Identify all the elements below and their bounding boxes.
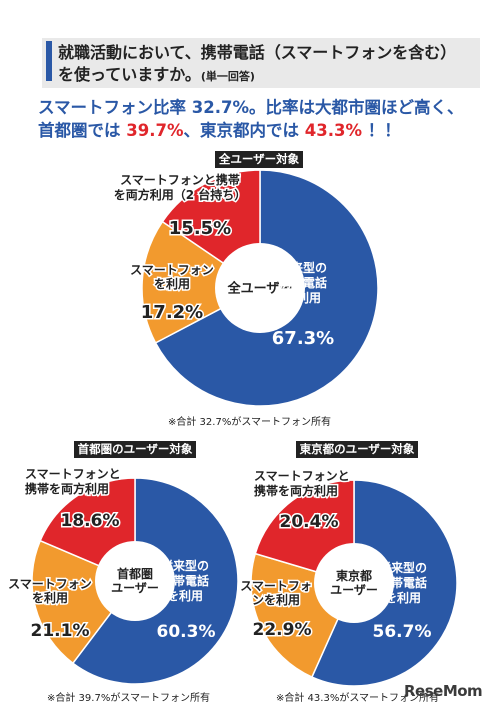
headline-line1: スマートフォン比率 32.7%。比率は大都市圏ほど高く、 xyxy=(38,98,464,117)
slice-value: 67.3% xyxy=(272,328,334,349)
chart1-note: ※合計 32.7%がスマートフォン所有 xyxy=(168,417,332,428)
slice-value: 20.4% xyxy=(280,512,339,532)
slice-label: スマートフォンと携帯 xyxy=(120,172,240,187)
slice-label: 携帯を両方利用 xyxy=(254,483,338,498)
slice-label: スマートフォンと xyxy=(254,469,350,483)
chart-metro-users: 首都圏ユーザー従来型の携帯電話を利用60.3%スマートフォンを利用21.1%スマ… xyxy=(7,466,239,685)
chart2-title: 首都圏のユーザー対象 xyxy=(74,441,196,458)
slice-value: 18.6% xyxy=(61,511,120,531)
slice-label: 携帯電話 xyxy=(379,575,427,590)
question-line2: を使っていますか。(単一回答) xyxy=(58,65,255,84)
slice-label: スマートフォン xyxy=(130,263,214,277)
slice-label: 携帯電話 xyxy=(279,275,327,290)
center-label: 全ユーザー xyxy=(227,281,293,297)
question-line1: 就職活動において、携帯電話（スマートフォンを含む） xyxy=(58,43,457,62)
center-label: 東京都 xyxy=(336,568,372,583)
question-box xyxy=(42,38,480,88)
headline-red1: 39.7% xyxy=(126,121,184,140)
slice-value: 21.1% xyxy=(31,621,90,641)
watermark-logo: ReseMom xyxy=(404,682,483,700)
slice-value: 56.7% xyxy=(373,622,432,642)
slice-label: を利用 xyxy=(32,590,68,605)
center-label: 首都圏 xyxy=(117,566,153,581)
slice-label: を利用 xyxy=(385,590,421,605)
slice-value: 15.5% xyxy=(169,218,231,239)
headline: スマートフォン比率 32.7%。比率は大都市圏ほど高く、 首都圏では 39.7%… xyxy=(38,96,488,142)
pie-slice-1 xyxy=(141,220,262,344)
donut-hole xyxy=(95,541,175,621)
question-accent-bar xyxy=(46,41,52,81)
slice-value: 60.3% xyxy=(157,622,216,642)
slice-label: を利用 xyxy=(154,276,190,291)
slice-label: ンを利用 xyxy=(252,592,300,607)
question-text: 就職活動において、携帯電話（スマートフォンを含む） を使っていますか。(単一回答… xyxy=(58,42,478,88)
slice-value: 22.9% xyxy=(253,620,312,640)
slice-label: を利用 xyxy=(167,588,203,603)
slice-label: 従来型の xyxy=(278,260,327,275)
slice-label: 従来型の xyxy=(378,560,427,575)
chart1-title: 全ユーザー対象 xyxy=(215,151,303,168)
slice-label: を利用 xyxy=(285,290,321,305)
slice-label: スマートフォン xyxy=(8,577,92,591)
slice-value: 17.2% xyxy=(141,302,203,323)
donut-hole xyxy=(314,543,394,623)
center-label: ユーザー xyxy=(330,583,378,597)
center-label: ユーザー xyxy=(111,581,159,595)
slice-label: スマートフォンと xyxy=(25,467,121,481)
slice-label: 携帯電話 xyxy=(161,573,209,588)
chart3-title: 東京都のユーザー対象 xyxy=(296,441,418,458)
slice-label: を両方利用（2 台持ち） xyxy=(114,187,247,202)
question-sub: (単一回答) xyxy=(200,70,255,83)
chart2-note: ※合計 39.7%がスマートフォン所有 xyxy=(47,693,211,704)
chart3-note: ※合計 43.3%がスマートフォン所有 xyxy=(276,693,440,704)
headline-red2: 43.3% xyxy=(304,121,362,140)
slice-label: スマートフォ xyxy=(240,579,312,593)
slice-label: 従来型の xyxy=(160,558,209,573)
chart-all-users: 全ユーザー従来型の携帯電話を利用67.3%スマートフォンを利用17.2%スマート… xyxy=(112,169,379,407)
headline-line2: 首都圏では 39.7%、東京都内では 43.3% ！！ xyxy=(38,121,401,140)
donut-hole xyxy=(215,243,305,333)
slice-label: 携帯を両方利用 xyxy=(25,481,109,496)
